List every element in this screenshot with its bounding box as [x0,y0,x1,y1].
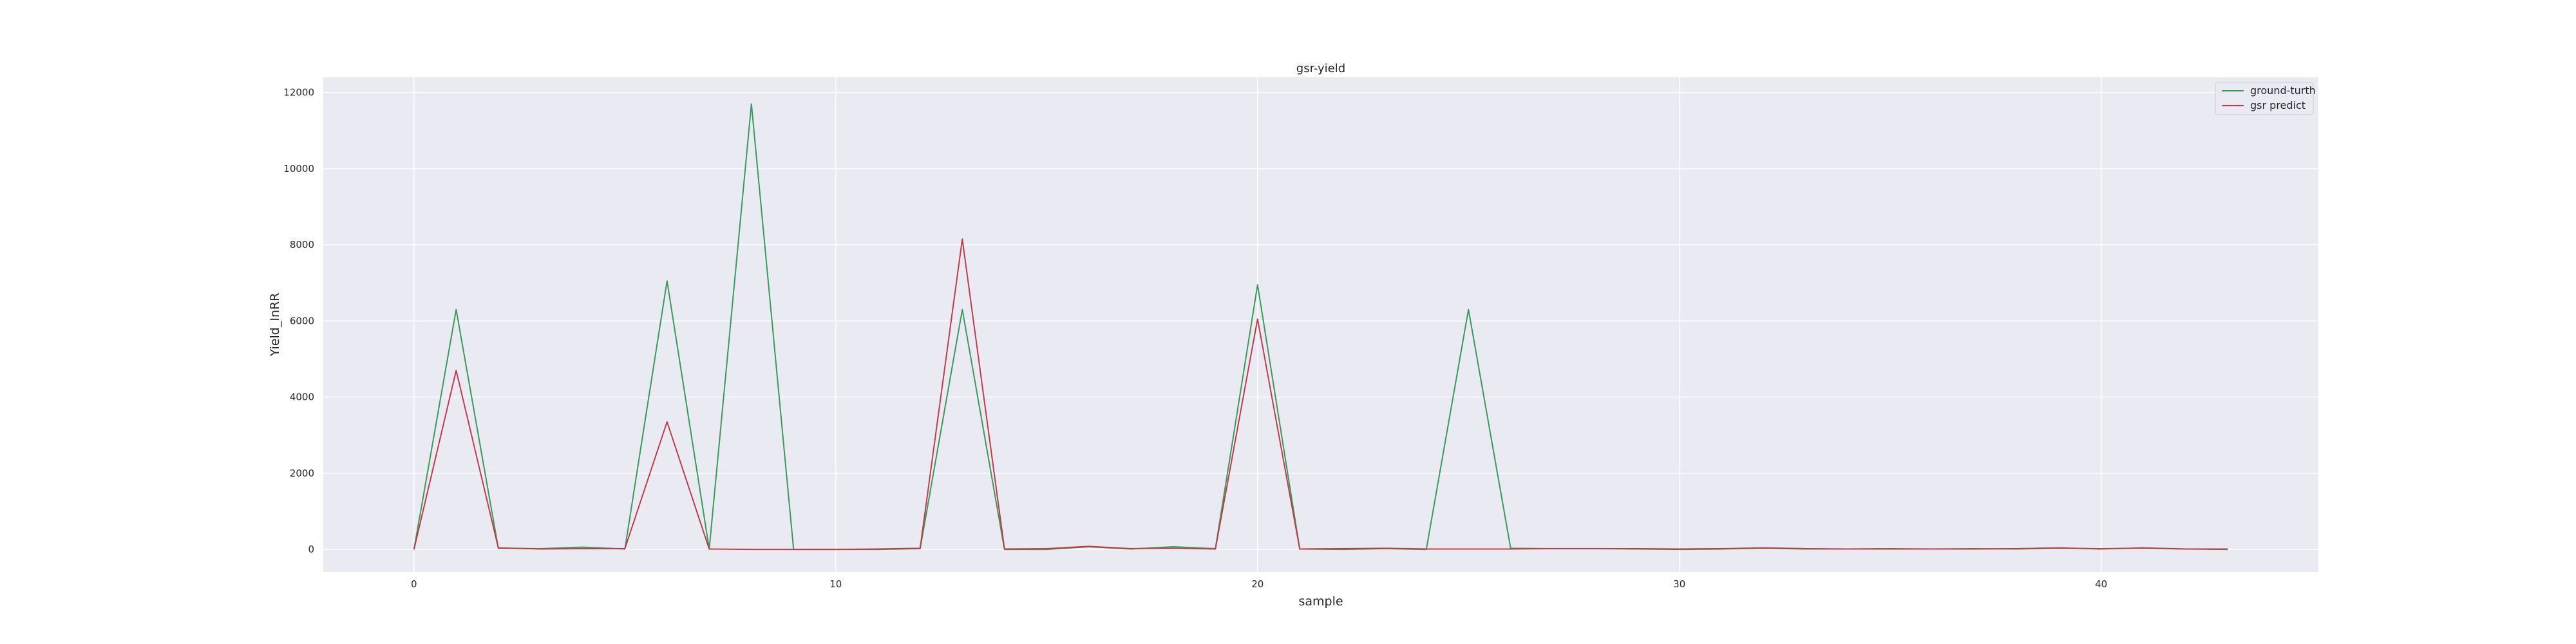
legend-label-ground-turth: ground-turth [2250,84,2316,97]
x-tick-label: 30 [1673,578,1685,590]
x-axis-label: sample [1298,594,1343,609]
x-tick-label: 10 [829,578,842,590]
x-tick-label: 40 [2095,578,2107,590]
y-tick-label: 4000 [290,392,314,403]
ticks: 0 10 20 30 40 0 2000 4000 6000 8000 10000 12000 [283,87,2107,590]
y-tick-label: 10000 [283,163,314,175]
y-tick-label: 8000 [290,239,314,251]
series-line-gsr-predict [413,238,2228,551]
x-tick-label: 20 [1251,578,1264,590]
y-tick-label: 2000 [290,468,314,479]
y-axis-label: Yield_InRR [268,293,282,357]
chart-title: gsr-yield [1296,62,1345,75]
y-tick-label: 6000 [290,315,314,327]
x-tick-label: 0 [411,578,417,590]
series-group [413,103,2228,551]
plot-area [323,77,2318,572]
legend: ground-turth gsr predict [2215,82,2316,115]
legend-label-gsr-predict: gsr predict [2250,99,2306,111]
y-tick-label: 12000 [283,87,314,99]
y-tick-label: 0 [308,544,314,555]
